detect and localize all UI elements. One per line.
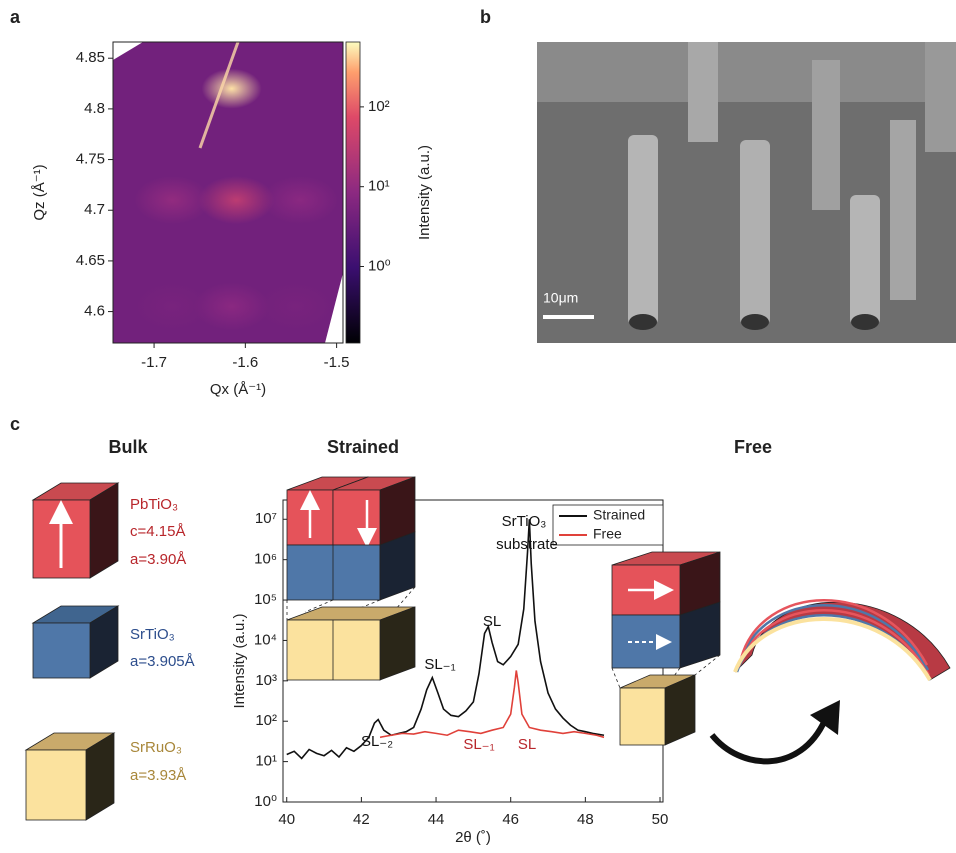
material-name: SrTiO₃ bbox=[130, 626, 175, 643]
plot bbox=[286, 519, 605, 760]
intensity-peak bbox=[193, 282, 270, 331]
y-tick-label: 10⁵ bbox=[254, 591, 277, 608]
x-tick-label: 42 bbox=[353, 811, 370, 828]
intensity-peak bbox=[257, 282, 334, 331]
y-tick-label: 4.8 bbox=[84, 100, 105, 117]
legend-label: Strained bbox=[593, 507, 645, 523]
annotation: substrate bbox=[496, 536, 558, 553]
y-tick-label: 10³ bbox=[255, 672, 277, 689]
colorbar-tick-label: 10¹ bbox=[368, 178, 390, 195]
colorbar bbox=[345, 41, 361, 344]
legend-box bbox=[552, 504, 664, 546]
panel-letter: a bbox=[10, 7, 21, 27]
lattice-a: a=3.90Å bbox=[130, 551, 186, 568]
guide bbox=[304, 599, 334, 613]
colorbar-tick-label: 10⁰ bbox=[368, 257, 391, 274]
y-tick-label: 4.75 bbox=[76, 151, 105, 168]
header: Free bbox=[734, 437, 772, 457]
lattice-a: a=3.905Å bbox=[130, 653, 195, 670]
panel-letter: b bbox=[480, 7, 491, 27]
cube-front bbox=[286, 544, 381, 601]
y-tick-label: 10⁰ bbox=[254, 793, 277, 810]
y-tick-label: 4.85 bbox=[76, 49, 105, 66]
x-tick-label: 46 bbox=[502, 811, 519, 828]
guide bbox=[611, 667, 621, 689]
scroll-layer bbox=[740, 599, 929, 666]
cube-front bbox=[332, 489, 381, 546]
y-tick-label: 10¹ bbox=[255, 753, 277, 770]
unmeasured bbox=[325, 273, 343, 343]
y-axis-label: Qz (Å⁻¹) bbox=[31, 164, 48, 220]
y-axis-label: Intensity (a.u.) bbox=[231, 613, 248, 708]
annotation: SL bbox=[483, 613, 501, 630]
legend-label: Free bbox=[593, 526, 622, 542]
y-tick-label: 10⁴ bbox=[254, 631, 277, 648]
y-tick-label: 4.65 bbox=[76, 252, 105, 269]
y-tick-label: 10⁷ bbox=[255, 510, 277, 527]
guide bbox=[694, 654, 721, 676]
annotation: SL₋₁ bbox=[463, 736, 494, 753]
cube-front bbox=[286, 619, 381, 681]
intensity-peak bbox=[198, 176, 275, 225]
header: Bulk bbox=[108, 437, 148, 457]
scroll-layer bbox=[738, 604, 930, 671]
x-tick-label: -1.5 bbox=[324, 354, 350, 371]
x-tick-label: -1.6 bbox=[232, 354, 258, 371]
y-tick-label: 10⁶ bbox=[254, 551, 277, 568]
x-tick-label: -1.7 bbox=[141, 354, 167, 371]
x-axis-label: Qx (Å⁻¹) bbox=[210, 381, 266, 398]
series-line bbox=[379, 670, 605, 739]
x-tick-label: 48 bbox=[577, 811, 594, 828]
intensity-peak bbox=[201, 68, 262, 109]
annotation: SL₋₂ bbox=[361, 733, 393, 750]
rolled-membrane bbox=[709, 599, 951, 765]
arrow-head bbox=[810, 700, 840, 735]
cube-front bbox=[619, 687, 666, 746]
x-axis-label: 2θ (˚) bbox=[455, 829, 491, 846]
x-tick-label: 50 bbox=[652, 811, 669, 828]
series-line bbox=[286, 519, 605, 760]
lattice-a: a=3.93Å bbox=[130, 767, 186, 784]
cube-side bbox=[379, 606, 416, 681]
intensity-peak bbox=[134, 176, 211, 225]
cube-side bbox=[89, 482, 119, 579]
panel-letter: c bbox=[10, 414, 20, 434]
colorbar-label: Intensity (a.u.) bbox=[416, 145, 433, 240]
cube-front bbox=[25, 749, 87, 821]
annotation: SL bbox=[518, 736, 536, 753]
material-name: SrRuO₃ bbox=[130, 739, 182, 756]
streak bbox=[198, 42, 240, 149]
x-tick-label: 40 bbox=[278, 811, 295, 828]
unmeasured bbox=[113, 42, 143, 60]
annotation: SrTiO₃ bbox=[502, 513, 547, 530]
intensity-peak bbox=[134, 282, 211, 331]
header: Strained bbox=[327, 437, 399, 457]
rotation-arrow bbox=[709, 718, 828, 765]
cube-front bbox=[32, 622, 91, 679]
colorbar-tick-label: 10² bbox=[368, 98, 390, 115]
y-tick-label: 10² bbox=[255, 712, 277, 729]
scroll-outer bbox=[734, 601, 951, 681]
y-tick-label: 4.7 bbox=[84, 201, 105, 218]
scale-bar-label: 10μm bbox=[543, 290, 578, 306]
lattice-c: c=4.15Å bbox=[130, 523, 185, 540]
y-tick-label: 4.6 bbox=[84, 303, 105, 320]
frame bbox=[112, 41, 344, 344]
heatmap bbox=[113, 42, 343, 343]
material-name: PbTiO₃ bbox=[130, 496, 178, 513]
guide bbox=[394, 586, 416, 611]
sem-image bbox=[537, 42, 956, 343]
scroll-base bbox=[733, 617, 932, 682]
scroll-layer bbox=[737, 609, 931, 676]
intensity-peak bbox=[262, 176, 339, 225]
x-tick-label: 44 bbox=[428, 811, 445, 828]
annotation: SL₋₁ bbox=[424, 656, 455, 673]
